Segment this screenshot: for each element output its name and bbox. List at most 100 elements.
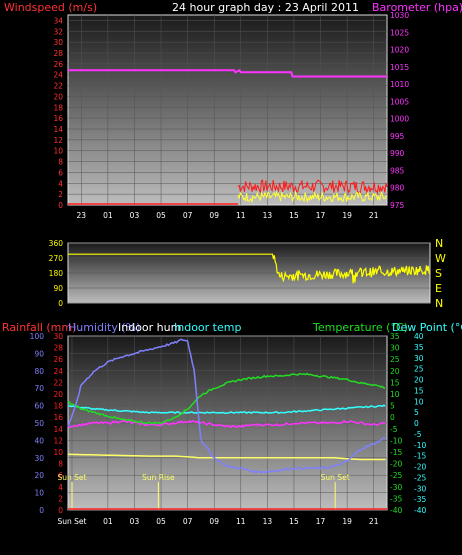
wind-tick-label: 0 [58,201,63,210]
temperature-tick-label: -25 [390,471,402,480]
dewpoint-tick-label: -25 [414,473,426,482]
barometer-tick-label: 1030 [390,11,409,20]
temperature-tick-label: -15 [390,448,402,457]
dewpoint-line [67,419,386,429]
climate-hour-label: 01 [103,517,113,526]
wind-tick-label: 14 [53,125,63,134]
humidity-tick-label: 40 [34,436,44,445]
wind-hour-label: 17 [316,211,326,220]
temperature-tick-label: 30 [390,344,400,353]
wind-tick-label: 32 [53,27,63,36]
dewpoint-tick-label: -20 [414,463,426,472]
dewpoint-tick-label: -5 [414,430,422,439]
wind-axis-label: Windspeed (m/s) [4,1,97,14]
humidity-tick-label: 10 [34,489,44,498]
dewpoint-tick-label: -15 [414,452,426,461]
wind-tick-label: 8 [58,158,63,167]
wind-tick-label: 26 [53,60,63,69]
dewpoint-tick-label: -40 [414,506,426,515]
climate-hour-label: 19 [342,517,352,526]
wind-hour-label: 03 [130,211,140,220]
climate-hour-label: 21 [369,517,379,526]
rain-tick-label: 26 [53,355,63,364]
compass-label: S [435,267,442,280]
temperature-tick-label: -40 [390,506,402,515]
humidity-tick-label: 80 [34,367,44,376]
dewpoint-tick-label: 35 [414,343,424,352]
barometer-tick-label: 1015 [390,63,409,72]
temperature-tick-label: -30 [390,483,402,492]
rain-tick-label: 10 [53,448,63,457]
wind-direction-line [68,253,431,284]
temperature-tick-label: 0 [390,413,395,422]
barometer-tick-label: 1010 [390,80,409,89]
wind-hour-label: 01 [103,211,113,220]
climate-hour-label: Sun Set [58,517,87,526]
direction-tick-label: 270 [49,254,64,263]
temperature-tick-label: -35 [390,494,402,503]
direction-tick-label: 90 [53,284,63,293]
wind-hour-label: 11 [236,211,246,220]
wind-gust-line [237,190,388,204]
dewpoint-tick-label: 15 [414,386,424,395]
rainfall-axis-label: Rainfall (mm) [2,321,76,334]
dewpoint-tick-label: 5 [414,408,419,417]
barometer-tick-label: 1000 [390,115,409,124]
indoor-hum-legend: Indoor hum [118,321,181,334]
wind-tick-label: 24 [53,71,63,80]
wind-hour-label: 13 [263,211,273,220]
wind-tick-label: 22 [53,82,63,91]
compass-label: E [435,282,442,295]
humidity-tick-label: 50 [34,419,44,428]
rain-tick-label: 4 [58,483,63,492]
wind-hour-label: 23 [77,211,87,220]
dewpoint-tick-label: 30 [414,354,424,363]
climate-hour-label: 03 [130,517,140,526]
barometer-line [68,69,387,78]
wind-tick-label: 20 [53,92,63,101]
wind-hour-label: 21 [369,211,379,220]
barometer-tick-label: 1005 [390,97,409,106]
dewpoint-tick-label: 40 [414,332,424,341]
rain-tick-label: 2 [58,494,63,503]
indoor-temp-legend: Indoor temp [174,321,241,334]
humidity-tick-label: 30 [34,454,44,463]
rain-tick-label: 24 [53,367,63,376]
direction-tick-label: 180 [49,269,64,278]
wind-tick-label: 16 [53,114,63,123]
dewpoint-tick-label: 0 [414,419,419,428]
temperature-tick-label: -5 [390,425,398,434]
humidity-tick-label: 60 [34,402,44,411]
climate-hour-label: 05 [156,517,166,526]
rain-tick-label: 14 [53,425,63,434]
rain-tick-label: 8 [58,460,63,469]
temperature-tick-label: -20 [390,460,402,469]
compass-label: N [435,297,443,310]
direction-tick-label: 0 [58,299,63,308]
indoor-temperature-line [67,404,386,415]
temperature-tick-label: -10 [390,436,402,445]
sun-marker-label: Sun Rise [142,473,175,482]
dewpoint-tick-label: -30 [414,484,426,493]
rain-tick-label: 16 [53,413,63,422]
wind-tick-label: 12 [53,136,63,145]
wind-hour-label: 05 [156,211,166,220]
climate-hour-label: 15 [289,517,299,526]
compass-label: N [435,237,443,250]
wind-hour-label: 19 [342,211,352,220]
wind-hour-label: 15 [289,211,299,220]
climate-hour-label: 09 [209,517,219,526]
rain-tick-label: 0 [58,506,63,515]
temperature-tick-label: 25 [390,355,400,364]
temperature-tick-label: 15 [390,378,400,387]
wind-hour-label: 09 [209,211,219,220]
wind-tick-label: 4 [58,179,63,188]
barometer-tick-label: 1025 [390,28,409,37]
sun-marker-label: Sun Set [58,473,87,482]
wind-hour-label: 07 [183,211,193,220]
dewpoint-tick-label: 20 [414,376,424,385]
wind-tick-label: 2 [58,190,63,199]
wind-tick-label: 34 [53,16,63,25]
wind-tick-label: 28 [53,49,63,58]
rain-tick-label: 28 [53,344,63,353]
